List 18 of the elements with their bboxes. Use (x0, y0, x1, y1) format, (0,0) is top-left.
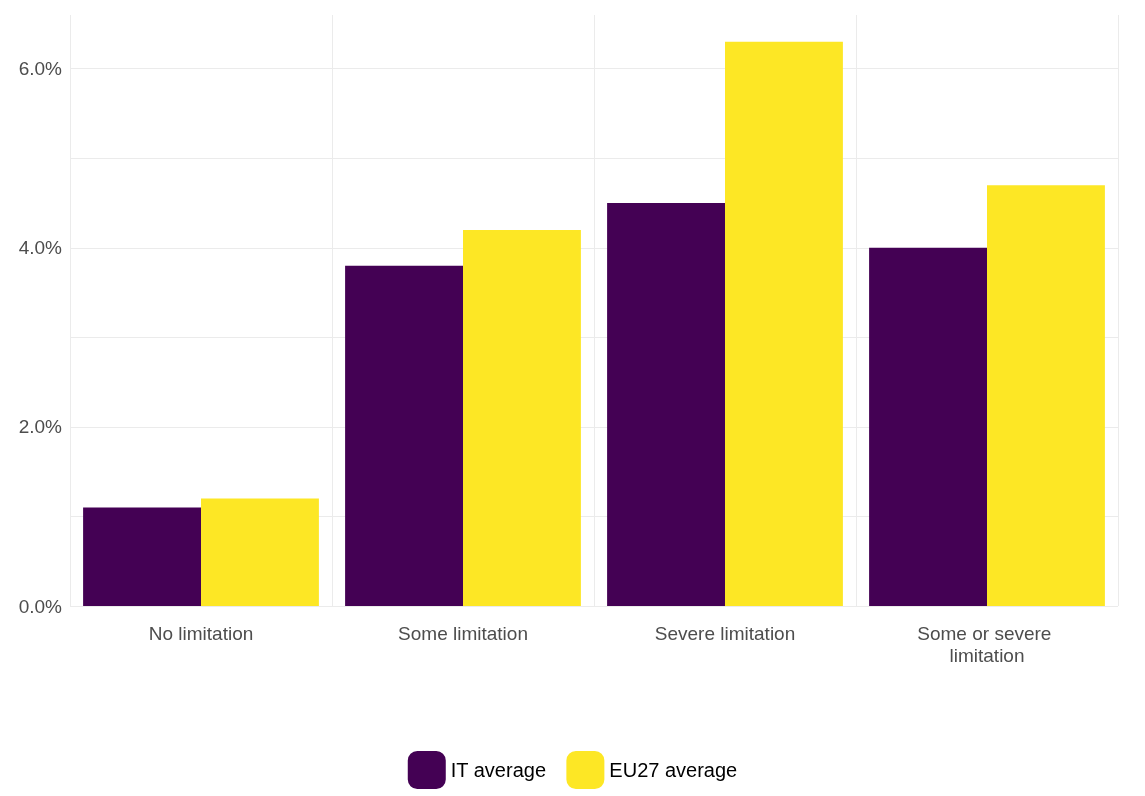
x-tick-label: Some or severe limitation (917, 622, 1057, 666)
bar (869, 247, 987, 606)
bar (987, 185, 1105, 606)
legend-label: EU27 average (609, 759, 738, 781)
bar (83, 507, 201, 606)
y-tick-label: 6.0% (18, 58, 63, 80)
bar (725, 41, 843, 606)
y-tick-label: 2.0% (18, 416, 63, 438)
bar (607, 203, 725, 606)
x-tick-label: Severe limitation (654, 622, 796, 644)
bar (463, 229, 581, 606)
x-tick-label: No limitation (148, 622, 254, 644)
bar (345, 265, 463, 606)
y-tick-label: 0.0% (18, 595, 63, 617)
x-tick-label: Some limitation (398, 622, 528, 644)
bar (201, 498, 319, 606)
legend-label: IT average (450, 759, 547, 781)
y-tick-label: 4.0% (18, 237, 63, 259)
